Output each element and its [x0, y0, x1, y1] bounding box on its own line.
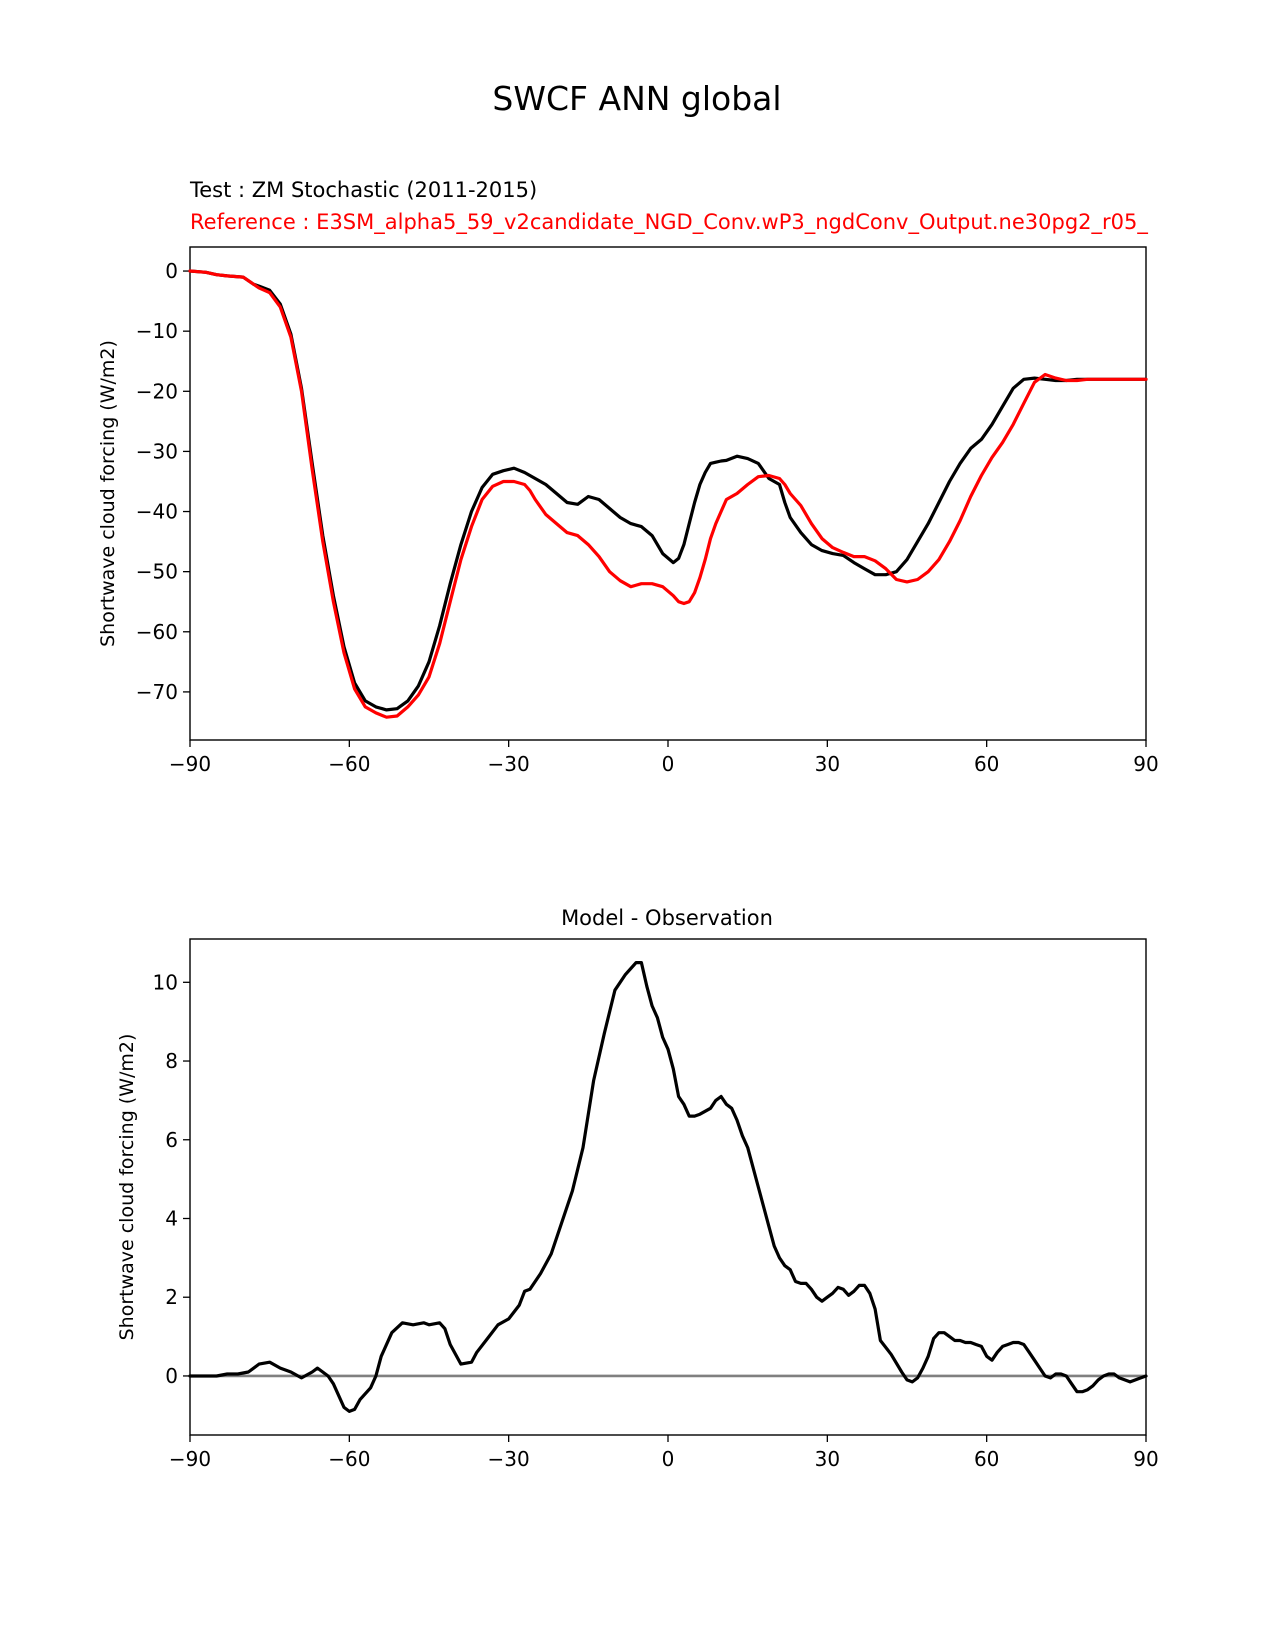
x-tick-label: 0 — [662, 1447, 675, 1471]
y-tick-label: 0 — [165, 1364, 178, 1388]
x-tick-label: 90 — [1133, 752, 1158, 776]
y-axis-label: Shortwave cloud forcing (W/m2) — [97, 340, 119, 647]
y-tick-label: 4 — [165, 1206, 178, 1230]
axes-frame — [189, 938, 1147, 1436]
figure-title: SWCF ANN global — [492, 79, 781, 118]
y-tick-label: −60 — [136, 620, 178, 644]
x-tick-label: −60 — [328, 1447, 370, 1471]
y-tick-label: −40 — [136, 500, 178, 524]
x-tick-label: −90 — [169, 1447, 211, 1471]
y-axis-label: Shortwave cloud forcing (W/m2) — [116, 1034, 138, 1341]
y-tick-label: −30 — [136, 439, 178, 463]
y-tick-label: 2 — [165, 1285, 178, 1309]
top-panel: −90 −60 −30 0 30 60 90 0 −10 −20 −30 −40 −50 −60 −70 Sh… — [97, 246, 1159, 776]
axes-frame — [189, 246, 1147, 741]
x-tick-label: −60 — [328, 752, 370, 776]
x-tick-label: 60 — [974, 752, 999, 776]
x-tick-label: −90 — [169, 752, 211, 776]
y-tick-label: −50 — [136, 560, 178, 584]
test-label: Test : ZM Stochastic (2011-2015) — [189, 178, 537, 202]
y-tick-label: 10 — [153, 970, 178, 994]
series-line-model-observation — [188, 960, 1148, 1414]
y-tick-label: 0 — [165, 259, 178, 283]
bottom-panel: −90 −60 −30 0 30 60 90 0 2 4 6 8 10 Shortwave cloud f… — [116, 938, 1159, 1471]
x-tick-label: 30 — [815, 752, 840, 776]
y-tick-label: 6 — [165, 1128, 178, 1152]
x-tick-label: 30 — [815, 1447, 840, 1471]
x-tick-label: 90 — [1133, 1447, 1158, 1471]
x-tick-label: −30 — [488, 752, 530, 776]
series-line-reference — [188, 269, 1148, 719]
y-tick-label: −70 — [136, 680, 178, 704]
x-tick-label: −30 — [488, 1447, 530, 1471]
y-tick-label: −20 — [136, 379, 178, 403]
y-tick-label: 8 — [165, 1049, 178, 1073]
series-line-test — [188, 269, 1148, 712]
y-tick-label: −10 — [136, 319, 178, 343]
diff-panel-title: Model - Observation — [561, 906, 773, 930]
x-tick-label: 0 — [662, 752, 675, 776]
x-tick-label: 60 — [974, 1447, 999, 1471]
reference-label: Reference : E3SM_alpha5_59_v2candidate_N… — [190, 210, 1148, 235]
